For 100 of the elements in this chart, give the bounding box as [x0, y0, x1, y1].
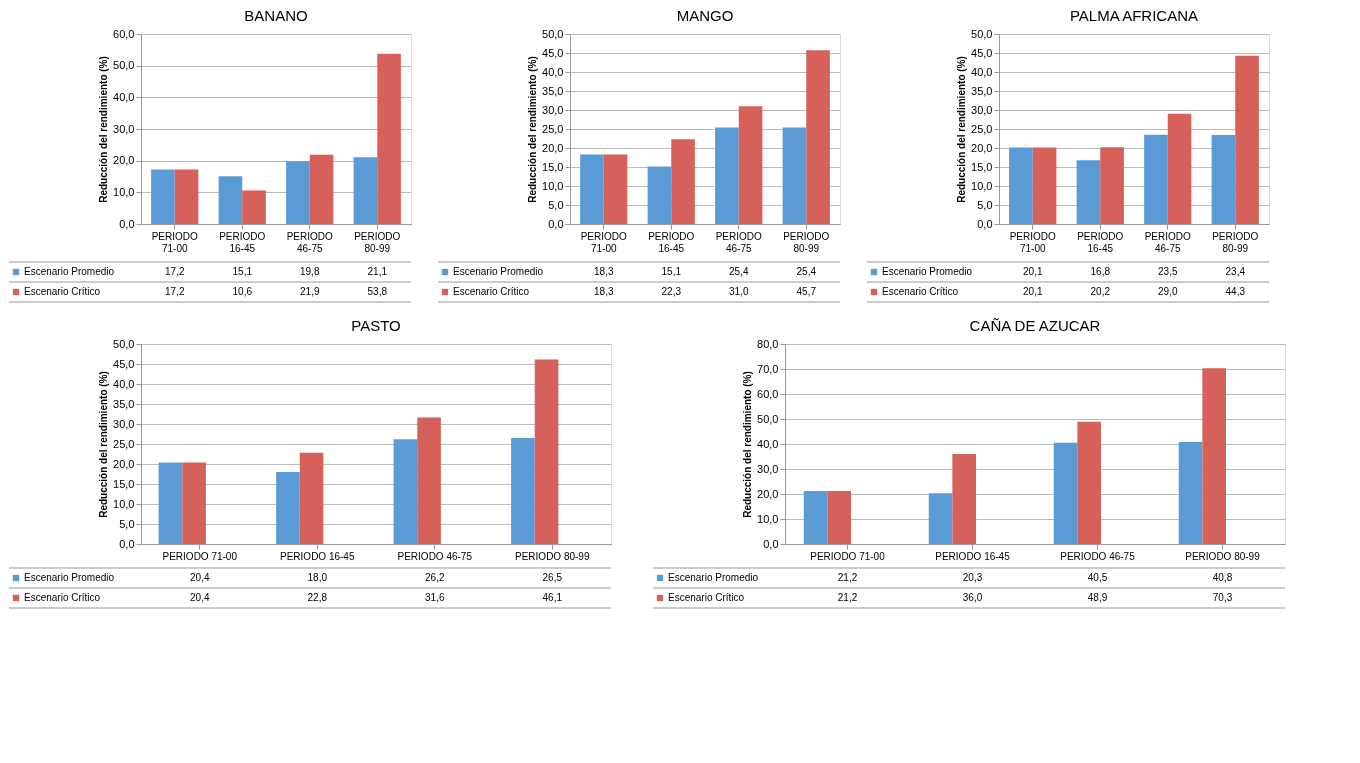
bar [174, 169, 199, 224]
bar [393, 439, 418, 544]
chart-title: PALMA AFRICANA [1069, 7, 1199, 24]
x-tick-label: PERIODO 16-45 [280, 550, 355, 562]
y-axis-title: Reducción del rendimiento (%) [956, 56, 968, 203]
bar [511, 438, 535, 544]
bar [242, 190, 266, 224]
data-label: 25,4 [729, 266, 749, 277]
y-tick-label: 15,0 [542, 160, 564, 173]
x-tick-label: PERIODO 71-00 [151, 230, 199, 254]
x-tick-label: PERIODO 71-00 [810, 550, 886, 562]
y-tick-label: 0,0 [977, 217, 993, 230]
bar [928, 493, 953, 544]
legend-label: Escenario Crítico [24, 592, 101, 603]
y-axis-title: Reducción del rendimiento (%) [742, 371, 754, 518]
data-label: 21,2 [837, 572, 858, 583]
x-tick-label: PERIODO 80-99 [1212, 230, 1259, 254]
y-tick-label: 30,0 [542, 103, 564, 116]
x-tick-label: PERIODO 80-99 [515, 550, 590, 562]
y-tick-label: 80,0 [757, 337, 779, 350]
data-label: 17,2 [165, 286, 185, 297]
data-label: 25,4 [796, 266, 817, 277]
data-label: 40,5 [1087, 572, 1108, 583]
data-label: 22,8 [307, 592, 328, 603]
bar [1100, 147, 1124, 224]
data-label: 31,6 [425, 592, 445, 603]
data-label: 23,5 [1158, 266, 1178, 277]
y-tick-label: 70,0 [757, 362, 779, 375]
bar [580, 154, 604, 224]
y-axis-title: Reducción del rendimiento (%) [98, 56, 110, 203]
data-label: 21,1 [367, 266, 388, 277]
data-label: 18,0 [307, 572, 328, 583]
bar [1235, 55, 1259, 224]
y-tick-label: 20,0 [971, 141, 993, 154]
data-label: 15,1 [232, 266, 253, 277]
legend-label: Escenario Crítico [24, 286, 101, 297]
x-tick-label: PERIODO 16-45 [648, 230, 695, 254]
y-axis-title: Reducción del rendimiento (%) [98, 371, 110, 518]
y-tick-label: 25,0 [542, 122, 564, 135]
y-tick-label: 5,0 [548, 198, 564, 211]
data-label: 23,4 [1225, 266, 1246, 277]
bar [158, 462, 183, 544]
data-label: 20,3 [962, 572, 983, 583]
y-tick-label: 60,0 [757, 387, 779, 400]
data-label: 10,6 [232, 286, 253, 297]
bar [534, 359, 559, 544]
bar [1077, 421, 1101, 544]
bar [1032, 147, 1057, 224]
data-label: 22,3 [661, 286, 682, 297]
bar [1144, 134, 1168, 224]
bar [218, 176, 243, 224]
bar [603, 154, 628, 224]
data-label: 20,4 [190, 572, 210, 583]
data-label: 31,0 [729, 286, 749, 297]
legend-label: Escenario Promedio [24, 572, 115, 583]
data-label: 48,9 [1087, 592, 1108, 603]
y-tick-label: 30,0 [113, 417, 135, 430]
bar [671, 139, 695, 224]
x-tick-label: PERIODO 16-45 [935, 550, 1011, 562]
y-tick-label: 10,0 [113, 185, 135, 198]
chart-title: CAÑA DE AZUCAR [969, 317, 1101, 334]
y-tick-label: 40,0 [542, 65, 564, 78]
bar [1167, 113, 1192, 224]
y-tick-label: 30,0 [757, 462, 779, 475]
bar [286, 161, 310, 224]
data-label: 20,1 [1023, 266, 1043, 277]
data-label: 40,8 [1212, 572, 1233, 583]
y-tick-label: 0,0 [548, 217, 564, 230]
y-tick-label: 40,0 [113, 90, 135, 103]
y-tick-label: 35,0 [113, 397, 135, 410]
x-tick-label: PERIODO 46-75 [397, 550, 473, 562]
bar [827, 491, 851, 544]
x-tick-label: PERIODO 80-99 [354, 230, 401, 254]
data-label: 26,5 [542, 572, 563, 583]
data-label: 20,1 [1023, 286, 1043, 297]
x-tick-label: PERIODO 71-00 [1009, 230, 1057, 254]
data-label: 15,1 [661, 266, 682, 277]
x-tick-label: PERIODO 71-00 [162, 550, 238, 562]
y-tick-label: 45,0 [113, 357, 135, 370]
bar [1076, 160, 1101, 224]
y-tick-label: 15,0 [113, 477, 135, 490]
y-tick-label: 50,0 [542, 27, 564, 40]
y-tick-label: 40,0 [971, 65, 993, 78]
y-tick-label: 10,0 [971, 179, 993, 192]
legend-label: Escenario Crítico [668, 592, 745, 603]
y-tick-label: 25,0 [971, 122, 993, 135]
data-label: 21,9 [300, 286, 320, 297]
data-label: 18,3 [594, 266, 614, 277]
x-tick-label: PERIODO 16-45 [1077, 230, 1124, 254]
bar [309, 154, 334, 224]
data-label: 36,0 [962, 592, 983, 603]
y-tick-label: 30,0 [971, 103, 993, 116]
data-label: 44,3 [1225, 286, 1246, 297]
legend-label: Escenario Promedio [453, 266, 544, 277]
x-tick-label: PERIODO 46-75 [286, 230, 334, 254]
bar [353, 157, 378, 224]
y-tick-label: 20,0 [542, 141, 564, 154]
bar [738, 106, 763, 224]
data-label: 26,2 [425, 572, 445, 583]
bar [647, 166, 672, 224]
